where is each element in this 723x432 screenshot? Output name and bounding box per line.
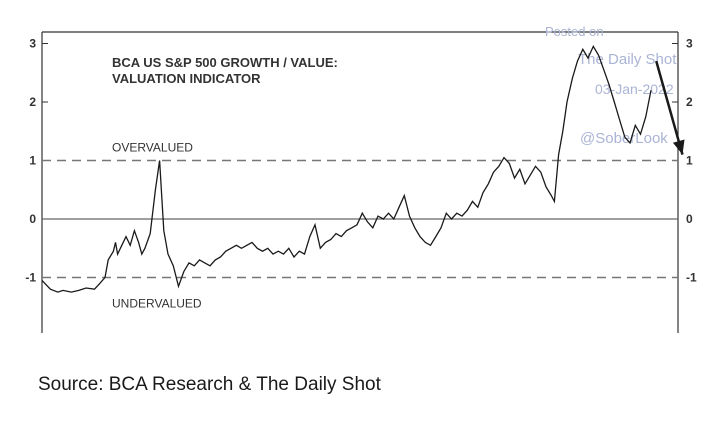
- chart: 3 2 1 0 -1 3 2 1 0 -1 OVERVALUED UNDERVALUED BCA …: [25, 24, 697, 333]
- chart-title-line2: VALUATION INDICATOR: [112, 71, 261, 86]
- watermark-date: 03-Jan-2022: [595, 81, 674, 97]
- y-tick-label-right: 0: [686, 212, 693, 226]
- y-tick-label-right: 2: [686, 95, 693, 109]
- watermark-source: The Daily Shot: [578, 51, 677, 68]
- y-tick-label-right: 3: [686, 37, 693, 51]
- watermark-handle: @SoberLook: [580, 130, 668, 147]
- reference-line-label: OVERVALUED: [112, 141, 193, 155]
- y-tick-label: 1: [29, 154, 36, 168]
- y-tick-label-right: 1: [686, 154, 693, 168]
- y-tick-label-right: -1: [686, 271, 697, 285]
- trend-arrow: [655, 60, 685, 155]
- reference-line-label: UNDERVALUED: [112, 297, 202, 311]
- watermark: Posted on The Daily Shot 03-Jan-2022 @So…: [545, 24, 677, 147]
- y-tick-label: -1: [25, 271, 36, 285]
- y-tick-label: 0: [29, 212, 36, 226]
- y-tick-label: 3: [29, 37, 36, 51]
- series-line: [41, 44, 652, 293]
- chart-title-line1: BCA US S&P 500 GROWTH / VALUE:: [112, 55, 338, 70]
- reference-lines: OVERVALUED UNDERVALUED: [42, 141, 678, 311]
- source-caption: Source: BCA Research & The Daily Shot: [38, 374, 381, 395]
- watermark-posted: Posted on: [545, 24, 604, 39]
- y-tick-label: 2: [29, 95, 36, 109]
